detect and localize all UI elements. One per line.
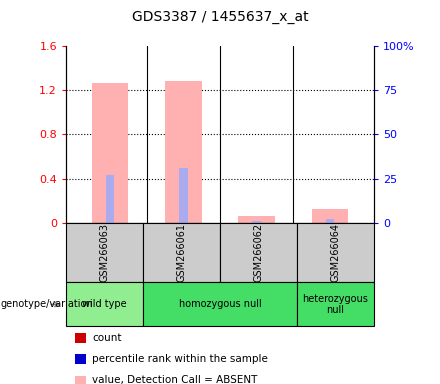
Bar bbox=[312, 210, 348, 223]
Bar bbox=[179, 168, 188, 223]
Bar bbox=[106, 175, 114, 223]
Text: count: count bbox=[92, 333, 122, 343]
Text: percentile rank within the sample: percentile rank within the sample bbox=[92, 354, 268, 364]
Bar bbox=[238, 216, 275, 223]
Text: heterozygous
null: heterozygous null bbox=[303, 293, 368, 315]
Bar bbox=[165, 81, 202, 223]
Text: GDS3387 / 1455637_x_at: GDS3387 / 1455637_x_at bbox=[132, 10, 308, 23]
Bar bbox=[92, 83, 128, 223]
Text: genotype/variation: genotype/variation bbox=[1, 299, 94, 310]
Text: GSM266061: GSM266061 bbox=[176, 223, 187, 282]
Text: homozygous null: homozygous null bbox=[179, 299, 261, 310]
Bar bbox=[252, 221, 261, 223]
Text: wild type: wild type bbox=[82, 299, 127, 310]
Text: value, Detection Call = ABSENT: value, Detection Call = ABSENT bbox=[92, 375, 258, 384]
Bar bbox=[326, 219, 334, 223]
Text: GSM266063: GSM266063 bbox=[99, 223, 110, 282]
Text: GSM266064: GSM266064 bbox=[330, 223, 341, 282]
Text: GSM266062: GSM266062 bbox=[253, 223, 264, 282]
